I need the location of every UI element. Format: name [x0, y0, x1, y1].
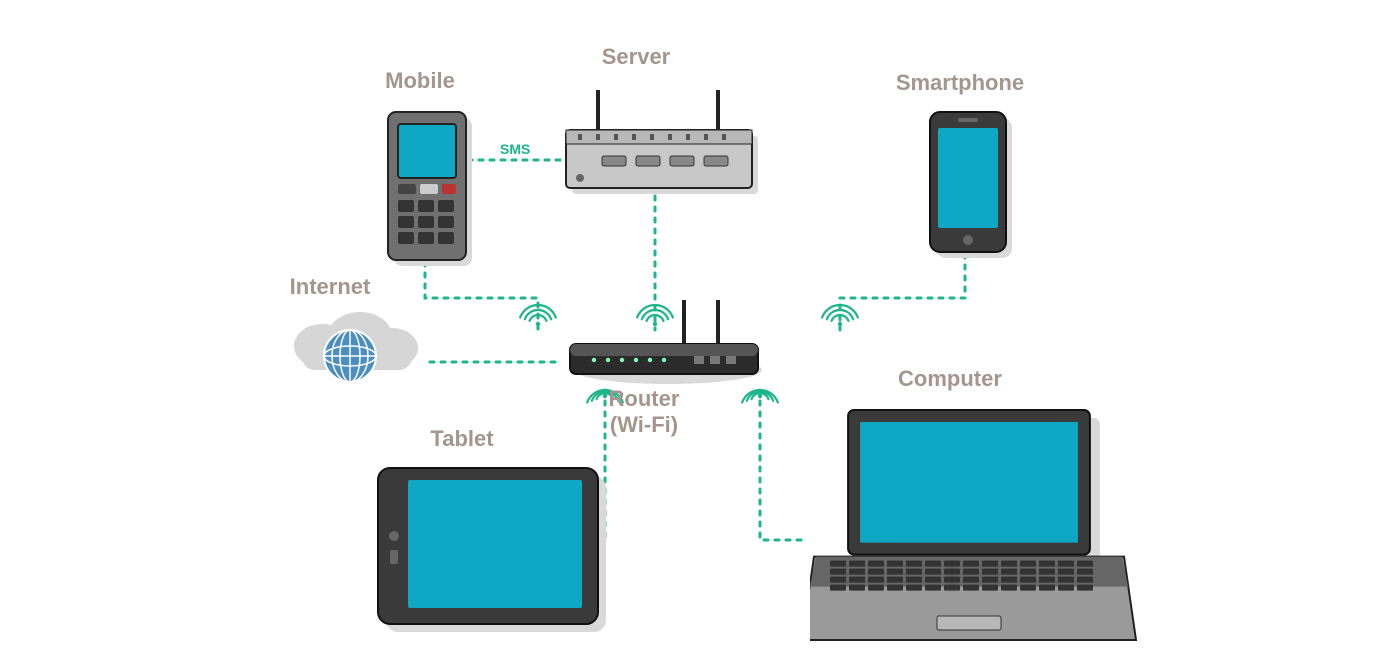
laptop-icon [810, 406, 1120, 632]
network-diagram: SMS Mobile Server Smartphone Internet Ro… [0, 0, 1400, 667]
label-mobile: Mobile [320, 68, 520, 94]
label-tablet: Tablet [362, 426, 562, 452]
internet-cloud-icon [276, 306, 426, 392]
label-smartphone: Smartphone [860, 70, 1060, 96]
label-server: Server [536, 44, 736, 70]
mobile-phone-icon [386, 110, 464, 258]
smartphone-icon [928, 110, 1004, 250]
router-icon [564, 300, 752, 378]
server-icon [562, 90, 748, 190]
label-computer: Computer [850, 366, 1050, 392]
label-router-sub: (Wi-Fi) [544, 412, 744, 438]
svg-text:SMS: SMS [500, 141, 530, 157]
label-internet: Internet [230, 274, 430, 300]
tablet-icon [376, 466, 596, 622]
